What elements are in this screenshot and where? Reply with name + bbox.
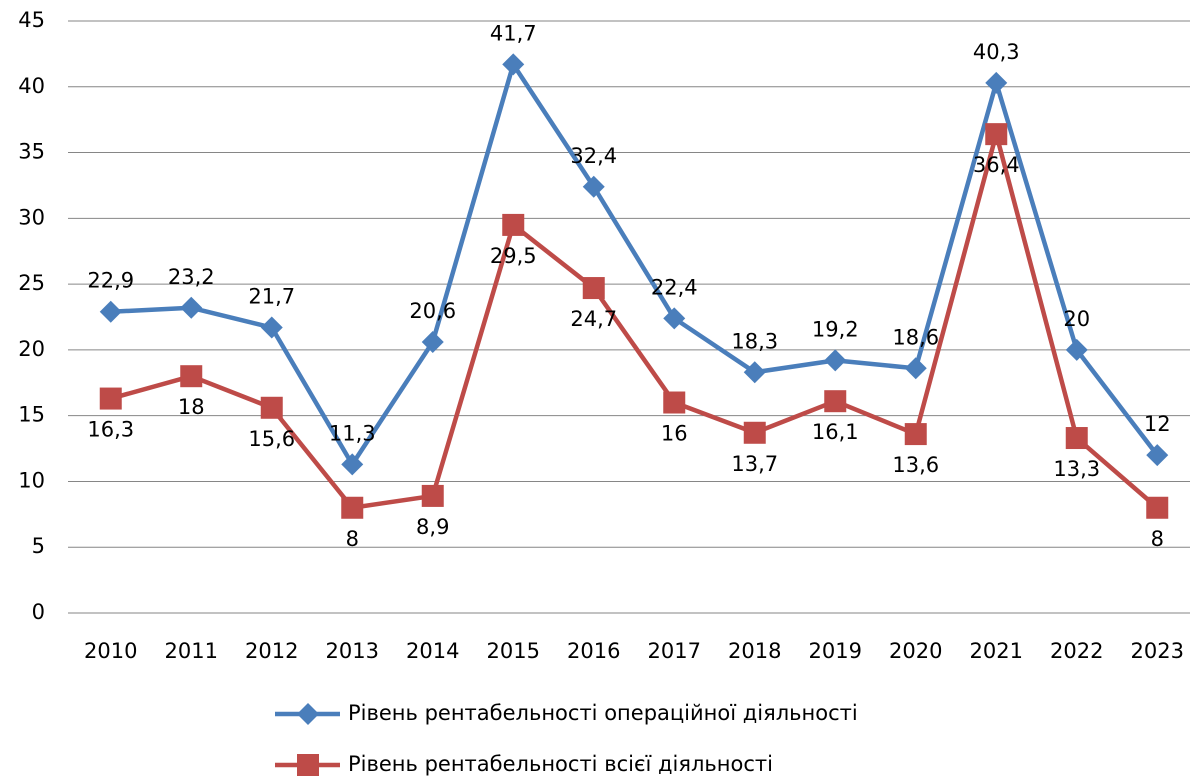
data-label: 8 xyxy=(346,527,359,551)
data-point xyxy=(1146,444,1169,467)
series-line xyxy=(110,131,1159,511)
data-label: 18 xyxy=(178,395,205,419)
y-tick-label: 40 xyxy=(18,74,45,98)
data-label: 16,3 xyxy=(87,418,134,442)
data-point xyxy=(1065,338,1088,361)
y-tick-label: 0 xyxy=(32,600,45,624)
data-point xyxy=(180,296,203,319)
data-point xyxy=(985,71,1008,94)
data-point xyxy=(824,390,847,413)
data-point xyxy=(341,496,364,519)
data-point xyxy=(824,349,847,372)
x-tick-label: 2011 xyxy=(165,639,218,663)
data-label: 29,5 xyxy=(490,244,537,268)
legend-label: Рівень рентабельності операційної діяльн… xyxy=(348,701,858,725)
legend-label: Рівень рентабельності всієї діяльності xyxy=(348,752,773,776)
data-point xyxy=(260,316,283,339)
x-tick-label: 2013 xyxy=(326,639,379,663)
data-point xyxy=(502,213,525,236)
data-label: 18,3 xyxy=(731,329,778,353)
data-point xyxy=(904,423,927,446)
y-tick-label: 30 xyxy=(18,205,45,229)
y-tick-label: 20 xyxy=(18,337,45,361)
x-tick-label: 2012 xyxy=(245,639,298,663)
x-tick-label: 2019 xyxy=(809,639,862,663)
data-label: 22,4 xyxy=(651,275,698,299)
data-point xyxy=(904,357,927,380)
y-tick-label: 35 xyxy=(18,140,45,164)
legend-marker xyxy=(297,754,319,776)
data-label: 15,6 xyxy=(248,427,295,451)
data-point xyxy=(99,300,122,323)
data-point xyxy=(99,387,122,410)
data-label: 36,4 xyxy=(973,153,1020,177)
y-tick-label: 10 xyxy=(18,468,45,492)
data-label: 41,7 xyxy=(490,21,537,45)
data-point xyxy=(1065,427,1088,450)
y-tick-label: 25 xyxy=(18,271,45,295)
data-label: 24,7 xyxy=(570,307,617,331)
x-tick-label: 2010 xyxy=(84,639,137,663)
y-tick-label: 5 xyxy=(32,534,45,558)
data-point xyxy=(180,365,203,388)
x-tick-label: 2021 xyxy=(970,639,1023,663)
x-tick-label: 2017 xyxy=(648,639,701,663)
data-label: 19,2 xyxy=(812,317,859,341)
data-point xyxy=(341,453,364,476)
data-label: 16,1 xyxy=(812,420,859,444)
data-label: 12 xyxy=(1144,412,1171,436)
x-tick-label: 2014 xyxy=(406,639,459,663)
data-label: 18,6 xyxy=(892,325,939,349)
y-tick-label: 15 xyxy=(18,403,45,427)
data-point xyxy=(985,123,1008,146)
data-point xyxy=(743,361,766,384)
y-tick-label: 45 xyxy=(18,8,45,32)
data-point xyxy=(663,391,686,414)
data-label: 21,7 xyxy=(248,285,295,309)
x-tick-label: 2023 xyxy=(1131,639,1184,663)
data-point xyxy=(743,421,766,444)
data-point xyxy=(582,277,605,300)
data-point xyxy=(1146,496,1169,519)
data-point xyxy=(663,307,686,330)
data-label: 16 xyxy=(661,422,688,446)
data-label: 40,3 xyxy=(973,40,1020,64)
data-label: 13,3 xyxy=(1053,457,1100,481)
x-tick-label: 2022 xyxy=(1050,639,1103,663)
data-point xyxy=(502,53,525,76)
x-tick-label: 2020 xyxy=(889,639,942,663)
data-label: 20,6 xyxy=(409,299,456,323)
data-label: 13,6 xyxy=(892,453,939,477)
data-label: 32,4 xyxy=(570,144,617,168)
data-point xyxy=(260,396,283,419)
data-label: 20 xyxy=(1063,307,1090,331)
x-tick-label: 2018 xyxy=(728,639,781,663)
data-label: 11,3 xyxy=(329,421,376,445)
data-label: 8,9 xyxy=(416,515,449,539)
data-label: 22,9 xyxy=(87,269,134,293)
data-label: 23,2 xyxy=(168,265,215,289)
data-point xyxy=(421,330,444,353)
x-tick-label: 2015 xyxy=(487,639,540,663)
series-line xyxy=(110,62,1160,467)
data-label: 13,7 xyxy=(731,452,778,476)
data-point xyxy=(421,484,444,507)
x-tick-label: 2016 xyxy=(567,639,620,663)
data-label: 8 xyxy=(1151,527,1164,551)
legend-marker xyxy=(297,703,319,725)
data-point xyxy=(582,175,605,198)
